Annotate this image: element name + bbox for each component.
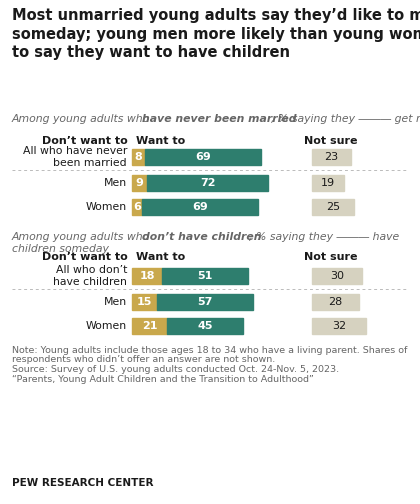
Text: Source: Survey of U.S. young adults conducted Oct. 24-Nov. 5, 2023.: Source: Survey of U.S. young adults cond… — [12, 365, 339, 374]
Text: 18: 18 — [139, 271, 155, 281]
Bar — [145, 149, 261, 165]
Text: 69: 69 — [196, 152, 211, 162]
Text: Among young adults who: Among young adults who — [12, 232, 154, 242]
Text: children someday: children someday — [12, 244, 109, 254]
Text: Women: Women — [86, 202, 127, 212]
Text: Want to: Want to — [136, 252, 185, 262]
Text: Men: Men — [104, 178, 127, 188]
Text: 19: 19 — [321, 178, 335, 188]
Bar — [132, 199, 142, 215]
Bar — [312, 149, 351, 165]
Bar — [162, 268, 248, 284]
Text: Don’t want to: Don’t want to — [42, 252, 128, 262]
Text: Note: Young adults include those ages 18 to 34 who have a living parent. Shares : Note: Young adults include those ages 18… — [12, 346, 407, 355]
Bar — [142, 199, 258, 215]
Text: 21: 21 — [142, 321, 158, 331]
Text: All who don’t
have children: All who don’t have children — [53, 265, 127, 287]
Text: Not sure: Not sure — [304, 252, 358, 262]
Text: 28: 28 — [328, 297, 343, 307]
Bar — [147, 175, 268, 191]
Bar — [312, 318, 366, 334]
Bar — [167, 318, 243, 334]
Bar — [132, 268, 162, 284]
Text: 32: 32 — [332, 321, 346, 331]
Bar — [132, 175, 147, 191]
Bar — [312, 294, 359, 310]
Text: 15: 15 — [137, 297, 152, 307]
Text: Men: Men — [104, 297, 127, 307]
Bar — [312, 199, 354, 215]
Bar — [157, 294, 253, 310]
Text: 57: 57 — [197, 297, 213, 307]
Text: , % saying they ――― have: , % saying they ――― have — [249, 232, 399, 242]
Bar — [132, 294, 157, 310]
Text: don’t have children: don’t have children — [142, 232, 261, 242]
Text: 51: 51 — [197, 271, 213, 281]
Text: All who have never
been married: All who have never been married — [23, 146, 127, 168]
Text: respondents who didn’t offer an answer are not shown.: respondents who didn’t offer an answer a… — [12, 355, 275, 364]
Text: 6: 6 — [133, 202, 141, 212]
Bar — [312, 175, 344, 191]
Text: Not sure: Not sure — [304, 136, 358, 146]
Text: have never been married: have never been married — [142, 114, 296, 124]
Text: 25: 25 — [326, 202, 340, 212]
Text: 69: 69 — [192, 202, 208, 212]
Bar — [132, 318, 167, 334]
Text: Women: Women — [86, 321, 127, 331]
Text: 30: 30 — [330, 271, 344, 281]
Text: Most unmarried young adults say they’d like to marry
someday; young men more lik: Most unmarried young adults say they’d l… — [12, 8, 420, 60]
Text: Want to: Want to — [136, 136, 185, 146]
Text: 9: 9 — [136, 178, 144, 188]
Text: Among young adults who: Among young adults who — [12, 114, 154, 124]
Text: 23: 23 — [324, 152, 339, 162]
Bar — [312, 268, 362, 284]
Text: 45: 45 — [197, 321, 213, 331]
Bar — [132, 149, 145, 165]
Text: , % saying they ――― get married someday: , % saying they ――― get married someday — [271, 114, 420, 124]
Text: 8: 8 — [135, 152, 143, 162]
Text: PEW RESEARCH CENTER: PEW RESEARCH CENTER — [12, 478, 153, 488]
Text: 72: 72 — [200, 178, 215, 188]
Text: Don’t want to: Don’t want to — [42, 136, 128, 146]
Text: “Parents, Young Adult Children and the Transition to Adulthood”: “Parents, Young Adult Children and the T… — [12, 374, 314, 384]
